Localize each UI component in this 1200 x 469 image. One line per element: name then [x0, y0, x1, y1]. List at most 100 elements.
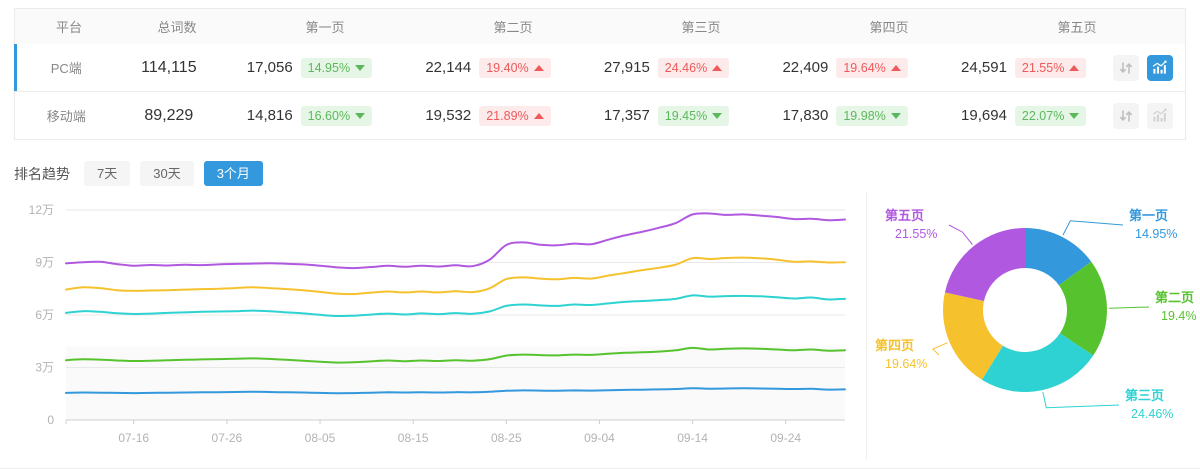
- triangle-up-icon: [1069, 64, 1080, 71]
- page-3-change-badge: 19.45%: [657, 105, 730, 126]
- sort-toggle-button[interactable]: [1112, 54, 1139, 81]
- x-axis-tick-label: 08-05: [305, 431, 336, 445]
- page-3-count: 17,357: [603, 107, 650, 124]
- page-2-cell: 19,532 21.89%: [399, 105, 578, 126]
- donut-value-第四页: 19.64%: [885, 357, 927, 371]
- page-2-change-value: 21.89%: [486, 108, 529, 123]
- donut-label-第四页: 第四页: [875, 338, 914, 353]
- sort-toggle-button[interactable]: [1112, 102, 1139, 129]
- page-5-change-value: 21.55%: [1021, 60, 1065, 75]
- donut-label-第五页: 第五页: [885, 208, 924, 223]
- column-header-page-2: 第二页: [493, 20, 533, 35]
- page-5-change-badge: 22.07%: [1014, 105, 1087, 126]
- page-2-change-value: 19.40%: [486, 60, 529, 75]
- page-1-change-value: 14.95%: [307, 60, 351, 75]
- line-chart-svg: 0 3万 6万 9万 12万 07-16 07-26 08-05 08-15 08-25 09-04…: [29, 203, 846, 445]
- page-3-change-value: 19.45%: [664, 108, 708, 123]
- donut-segment-第五页[interactable]: [944, 228, 1025, 301]
- sort-icon: [1119, 109, 1132, 122]
- page-1-change-badge: 14.95%: [300, 57, 373, 78]
- page-3-change-badge: 24.46%: [657, 57, 730, 78]
- triangle-down-icon: [355, 112, 366, 119]
- page-4-count: 17,830: [782, 107, 829, 124]
- trend-chart-button[interactable]: [1146, 54, 1173, 81]
- triangle-down-icon: [355, 64, 366, 71]
- x-axis-tick-label: 09-04: [584, 431, 615, 445]
- tab-30-days[interactable]: 30天: [140, 161, 194, 186]
- rank-trend-line-chart: 0 3万 6万 9万 12万 07-16 07-26 08-05 08-15 08-25 09-04…: [0, 192, 866, 460]
- page-5-count: 24,591: [961, 59, 1007, 76]
- triangle-up-icon: [712, 64, 723, 71]
- platform-label: 移动端: [46, 108, 86, 124]
- total-keywords-value: 89,229: [144, 106, 194, 124]
- donut-value-第三页: 24.46%: [1131, 407, 1173, 421]
- page-1-change-value: 16.60%: [307, 108, 351, 123]
- page-4-count: 22,409: [782, 59, 829, 76]
- page-1-count: 14,816: [246, 107, 293, 124]
- page-4-cell: 17,830 19.98%: [756, 105, 935, 126]
- chart-icon: [1153, 108, 1168, 122]
- page-5-change-value: 22.07%: [1021, 108, 1065, 123]
- page-2-change-badge: 21.89%: [479, 105, 551, 126]
- column-header-page-5: 第五页: [1057, 20, 1097, 35]
- page-3-count: 27,915: [603, 59, 650, 76]
- donut-chart-svg: 第一页 14.95% 第二页 19.4% 第三页 24.46% 第四页 19.64% 第五页 21…: [875, 208, 1196, 421]
- page-3-change-value: 24.46%: [664, 60, 708, 75]
- total-keywords-value: 114,115: [141, 58, 197, 76]
- donut-label-第二页: 第二页: [1155, 290, 1194, 305]
- page-distribution-donut-chart: 第一页 14.95% 第二页 19.4% 第三页 24.46% 第四页 19.64% 第五页 21…: [866, 192, 1200, 460]
- donut-segment-第一页[interactable]: [1025, 228, 1092, 286]
- page-2-cell: 22,144 19.40%: [399, 57, 578, 78]
- triangle-up-icon: [890, 64, 901, 71]
- page-4-change-value: 19.98%: [843, 108, 886, 123]
- column-header-page-3: 第三页: [681, 20, 721, 35]
- column-header-page-4: 第四页: [869, 20, 909, 35]
- sort-icon: [1119, 61, 1132, 74]
- x-axis-tick-label: 09-24: [770, 431, 801, 445]
- platform-stats-table: 平台 总词数 第一页 第二页 第三页 第四页 第五页 PC端 114,115 1…: [14, 8, 1186, 140]
- y-axis-tick-label: 0: [47, 413, 54, 427]
- x-axis-tick-label: 09-14: [677, 431, 708, 445]
- column-header-page-1: 第一页: [305, 20, 345, 35]
- triangle-down-icon: [1069, 112, 1080, 119]
- page-2-change-badge: 19.40%: [479, 57, 551, 78]
- line-series-第四页: [65, 256, 846, 296]
- chart-icon: [1153, 60, 1168, 74]
- line-series-第三页: [65, 294, 846, 318]
- x-axis-tick-label: 07-26: [212, 431, 243, 445]
- page-3-cell: 27,915 24.46%: [577, 57, 756, 78]
- line-series-第一页: [65, 387, 846, 395]
- tab-3-months[interactable]: 3个月: [203, 161, 263, 186]
- y-axis-tick-label: 12万: [29, 203, 54, 217]
- page-5-count: 19,694: [961, 107, 1007, 124]
- donut-segment-第四页[interactable]: [943, 292, 1003, 380]
- page-4-change-badge: 19.64%: [836, 57, 908, 78]
- tab-7-days[interactable]: 7天: [84, 161, 131, 186]
- donut-segment-第二页[interactable]: [1058, 261, 1107, 356]
- triangle-down-icon: [890, 112, 901, 119]
- page-2-count: 19,532: [425, 107, 472, 124]
- donut-value-第一页: 14.95%: [1135, 227, 1177, 241]
- page-3-cell: 17,357 19.45%: [577, 105, 756, 126]
- trend-chart-button[interactable]: [1146, 102, 1173, 129]
- page-1-change-badge: 16.60%: [300, 105, 373, 126]
- y-axis-tick-label: 6万: [35, 308, 54, 322]
- page-4-cell: 22,409 19.64%: [756, 57, 935, 78]
- trend-toolbar: 排名趋势 7天 30天 3个月: [14, 161, 263, 186]
- donut-segment-第三页[interactable]: [981, 333, 1094, 392]
- line-series-第五页: [65, 212, 846, 270]
- x-axis-tick-label: 08-15: [398, 431, 429, 445]
- page-2-count: 22,144: [425, 59, 472, 76]
- page-4-change-value: 19.64%: [843, 60, 886, 75]
- triangle-down-icon: [712, 112, 723, 119]
- donut-label-第三页: 第三页: [1125, 388, 1164, 403]
- column-header-total-keywords: 总词数: [157, 20, 197, 35]
- line-series-第二页: [65, 346, 846, 364]
- column-header-platform: 平台: [55, 20, 82, 35]
- page-1-cell: 17,056 14.95%: [220, 57, 399, 78]
- x-axis-tick-label: 08-25: [491, 431, 522, 445]
- table-header-row: 平台 总词数 第一页 第二页 第三页 第四页 第五页: [14, 8, 1186, 44]
- triangle-up-icon: [533, 64, 544, 71]
- table-row[interactable]: PC端 114,115 17,056 14.95% 22,144 19.40% …: [14, 44, 1186, 92]
- table-row[interactable]: 移动端 89,229 14,816 16.60% 19,532 21.89% 1…: [14, 92, 1186, 140]
